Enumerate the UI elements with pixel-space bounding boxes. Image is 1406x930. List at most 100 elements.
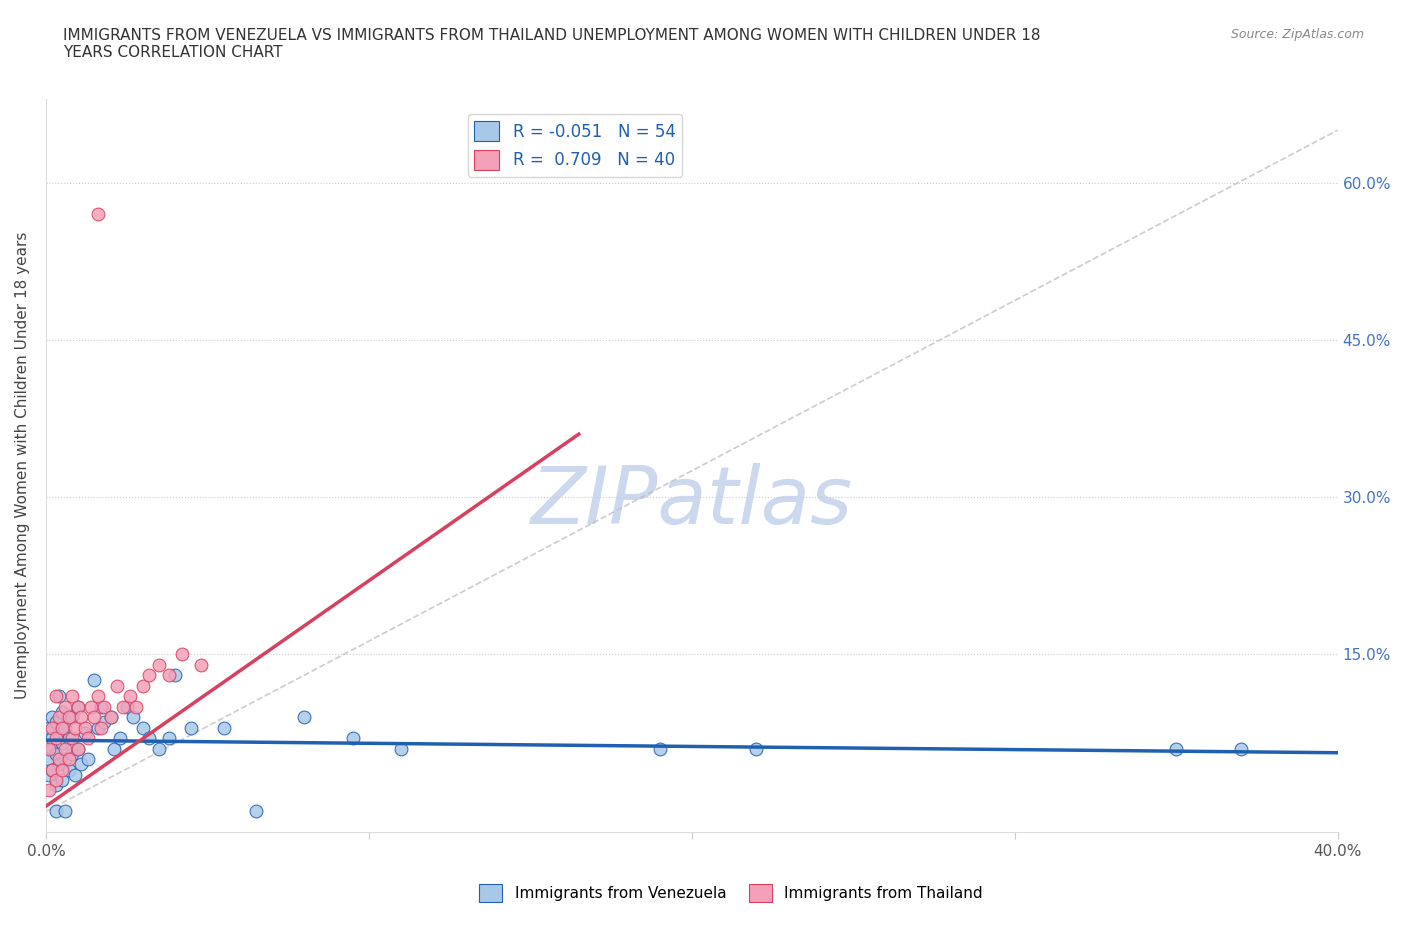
Text: ZIPatlas: ZIPatlas <box>530 463 853 541</box>
Point <box>48 710 70 724</box>
Point <box>132 720 155 735</box>
Point <box>245 804 267 819</box>
Point <box>122 710 145 724</box>
Point <box>53 804 76 819</box>
Point <box>138 668 160 683</box>
Point <box>51 736 73 751</box>
Point <box>70 757 93 772</box>
Point <box>148 658 170 672</box>
Point <box>60 710 83 724</box>
Point <box>38 741 60 756</box>
Point <box>100 710 122 724</box>
Point <box>60 747 83 762</box>
Point <box>212 720 235 735</box>
Point <box>157 731 180 746</box>
Point <box>51 762 73 777</box>
Y-axis label: Unemployment Among Women with Children Under 18 years: Unemployment Among Women with Children U… <box>15 232 30 699</box>
Point <box>51 720 73 735</box>
Point <box>58 762 80 777</box>
Point <box>41 710 63 724</box>
Point <box>60 731 83 746</box>
Point <box>1166 741 1188 756</box>
Point <box>73 725 96 740</box>
Point <box>63 767 86 782</box>
Point <box>58 751 80 766</box>
Point <box>38 767 60 782</box>
Point <box>60 689 83 704</box>
Point <box>190 658 212 672</box>
Point <box>45 747 67 762</box>
Point <box>41 731 63 746</box>
Point <box>70 710 93 724</box>
Point <box>648 741 671 756</box>
Point <box>51 704 73 719</box>
Point <box>105 678 128 693</box>
Point <box>165 668 187 683</box>
Point <box>67 699 90 714</box>
Point <box>77 731 100 746</box>
Point <box>86 206 108 221</box>
Point <box>58 731 80 746</box>
Point <box>93 715 115 730</box>
Legend: Immigrants from Venezuela, Immigrants from Thailand: Immigrants from Venezuela, Immigrants fr… <box>474 878 988 909</box>
Point <box>53 741 76 756</box>
Point <box>63 720 86 735</box>
Point <box>148 741 170 756</box>
Point <box>90 720 112 735</box>
Point <box>389 741 412 756</box>
Point <box>138 731 160 746</box>
Point <box>80 699 103 714</box>
Point <box>86 689 108 704</box>
Point <box>45 731 67 746</box>
Point <box>90 699 112 714</box>
Point <box>292 710 315 724</box>
Point <box>45 689 67 704</box>
Point <box>112 699 135 714</box>
Text: Source: ZipAtlas.com: Source: ZipAtlas.com <box>1230 28 1364 41</box>
Point <box>53 699 76 714</box>
Point <box>45 777 67 792</box>
Point <box>73 720 96 735</box>
Point <box>41 762 63 777</box>
Point <box>100 710 122 724</box>
Point <box>38 783 60 798</box>
Point <box>342 731 364 746</box>
Text: IMMIGRANTS FROM VENEZUELA VS IMMIGRANTS FROM THAILAND UNEMPLOYMENT AMONG WOMEN W: IMMIGRANTS FROM VENEZUELA VS IMMIGRANTS … <box>63 28 1040 60</box>
Point <box>132 678 155 693</box>
Point <box>1229 741 1251 756</box>
Point <box>48 725 70 740</box>
Point <box>67 741 90 756</box>
Point <box>115 699 138 714</box>
Point <box>67 699 90 714</box>
Point <box>83 710 105 724</box>
Point <box>110 731 132 746</box>
Point <box>157 668 180 683</box>
Point <box>77 751 100 766</box>
Point <box>48 689 70 704</box>
Point <box>45 773 67 788</box>
Point <box>38 751 60 766</box>
Point <box>51 773 73 788</box>
Point <box>103 741 125 756</box>
Legend: R = -0.051   N = 54, R =  0.709   N = 40: R = -0.051 N = 54, R = 0.709 N = 40 <box>468 114 682 177</box>
Point <box>48 751 70 766</box>
Point <box>83 673 105 688</box>
Point <box>45 715 67 730</box>
Point <box>93 699 115 714</box>
Point <box>58 710 80 724</box>
Point <box>45 804 67 819</box>
Point <box>53 751 76 766</box>
Point <box>86 720 108 735</box>
Point <box>125 699 148 714</box>
Point <box>170 646 193 661</box>
Point <box>41 720 63 735</box>
Point <box>180 720 202 735</box>
Point <box>118 689 141 704</box>
Point <box>38 720 60 735</box>
Point <box>41 741 63 756</box>
Point <box>41 762 63 777</box>
Point <box>745 741 768 756</box>
Point <box>48 757 70 772</box>
Point <box>67 741 90 756</box>
Point <box>53 720 76 735</box>
